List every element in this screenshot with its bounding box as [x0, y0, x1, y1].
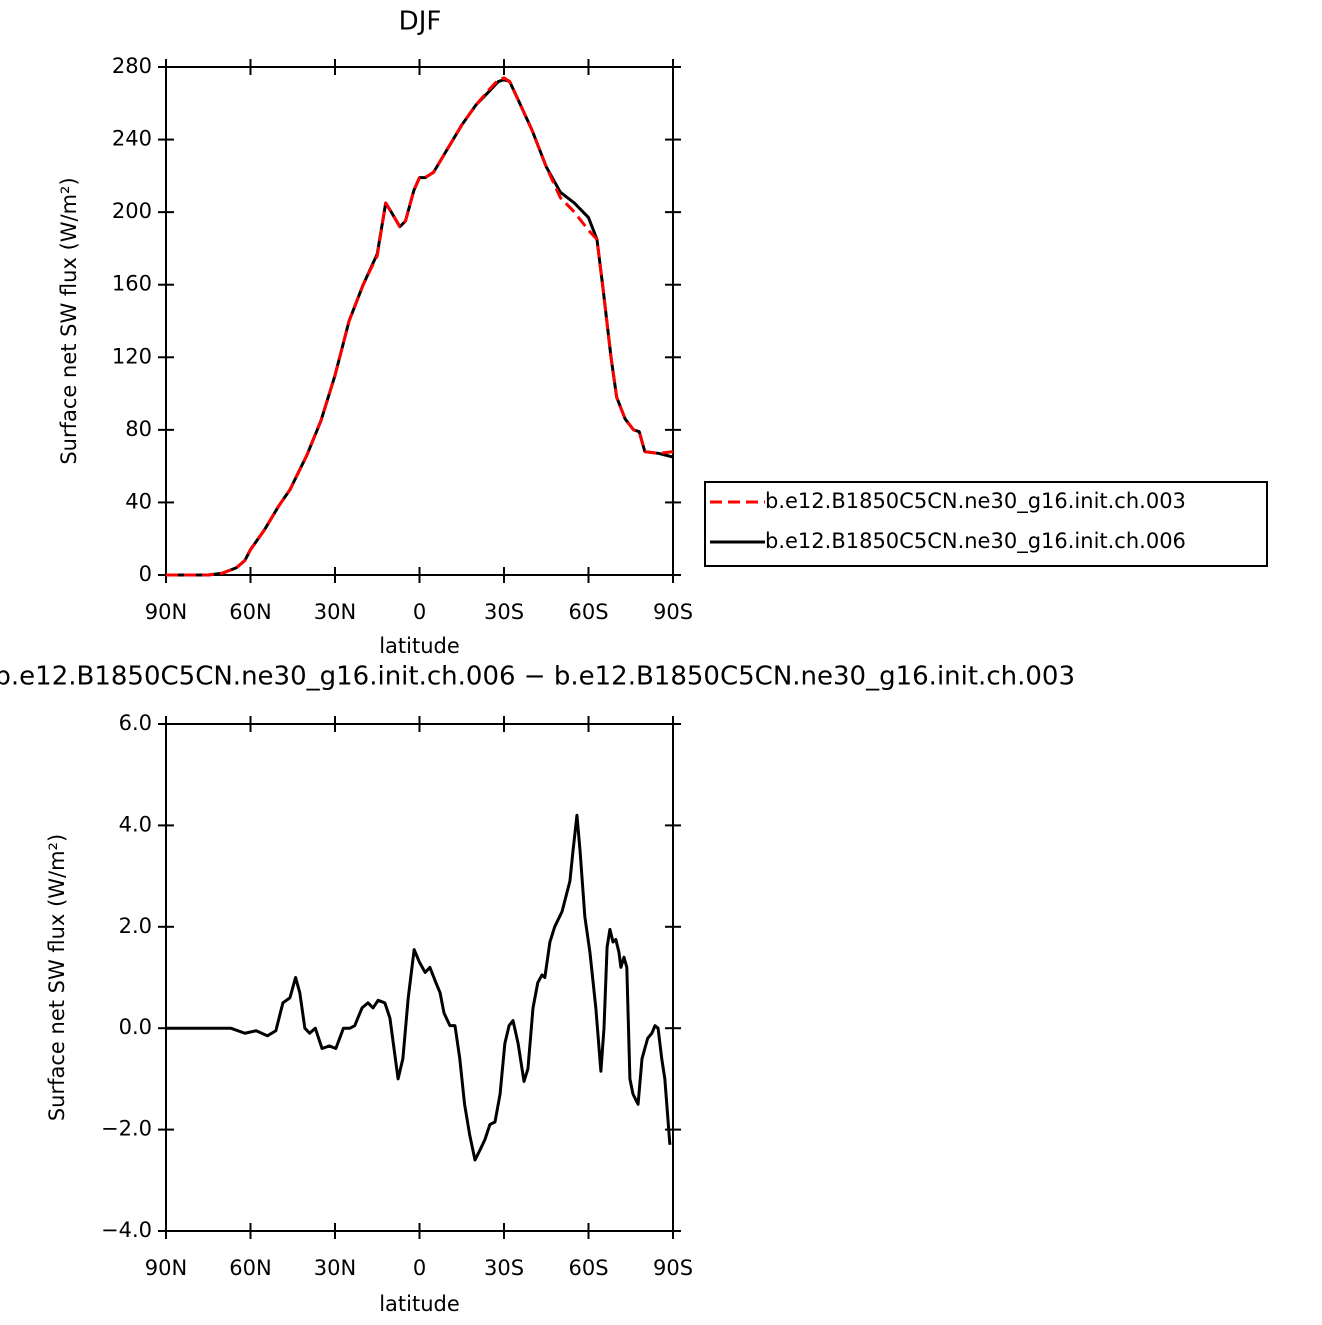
x-tick-label: 60N: [229, 600, 271, 624]
x-tick-label: 90N: [145, 1256, 187, 1280]
y-axis-label: Surface net SW flux (W/m²): [45, 834, 69, 1121]
legend-label: b.e12.B1850C5CN.ne30_g16.init.ch.003: [765, 489, 1186, 514]
y-tick-label: 4.0: [119, 812, 152, 836]
y-tick-label: 200: [112, 199, 152, 223]
chart-title: b.e12.B1850C5CN.ne30_g16.init.ch.006 − b…: [0, 662, 1075, 692]
x-tick-label: 90S: [653, 600, 693, 624]
x-tick-label: 90N: [145, 600, 187, 624]
y-tick-label: −2.0: [101, 1117, 152, 1141]
data-line: [166, 813, 672, 1162]
x-tick-label: 0: [413, 1256, 426, 1280]
x-tick-label: 30S: [484, 1256, 524, 1280]
data-line: [166, 78, 674, 577]
legend-box: [704, 481, 1268, 567]
y-tick-label: 2.0: [119, 914, 152, 938]
y-axis-label: Surface net SW flux (W/m²): [57, 177, 81, 464]
x-tick-label: 0: [413, 600, 426, 624]
plot-frame: [165, 723, 674, 1232]
y-tick-label: 240: [112, 127, 152, 151]
legend-label: b.e12.B1850C5CN.ne30_g16.init.ch.006: [765, 529, 1186, 554]
x-axis-label: latitude: [379, 1292, 460, 1316]
data-line: [166, 76, 674, 577]
y-tick-label: 40: [125, 489, 152, 513]
y-tick-label: −4.0: [101, 1218, 152, 1242]
y-tick-label: 0: [139, 562, 152, 586]
x-tick-label: 30N: [314, 1256, 356, 1280]
y-tick-label: 280: [112, 54, 152, 78]
x-axis-label: latitude: [379, 634, 460, 658]
y-tick-label: 160: [112, 272, 152, 296]
x-tick-label: 60S: [568, 600, 608, 624]
x-tick-label: 60N: [229, 1256, 271, 1280]
y-tick-label: 6.0: [119, 711, 152, 735]
y-tick-label: 80: [125, 417, 152, 441]
chart-title: DJF: [399, 7, 442, 37]
y-tick-label: 0.0: [119, 1015, 152, 1039]
x-tick-label: 60S: [568, 1256, 608, 1280]
x-tick-label: 90S: [653, 1256, 693, 1280]
y-tick-label: 120: [112, 344, 152, 368]
plot-frame: [165, 66, 674, 576]
x-tick-label: 30N: [314, 600, 356, 624]
x-tick-label: 30S: [484, 600, 524, 624]
